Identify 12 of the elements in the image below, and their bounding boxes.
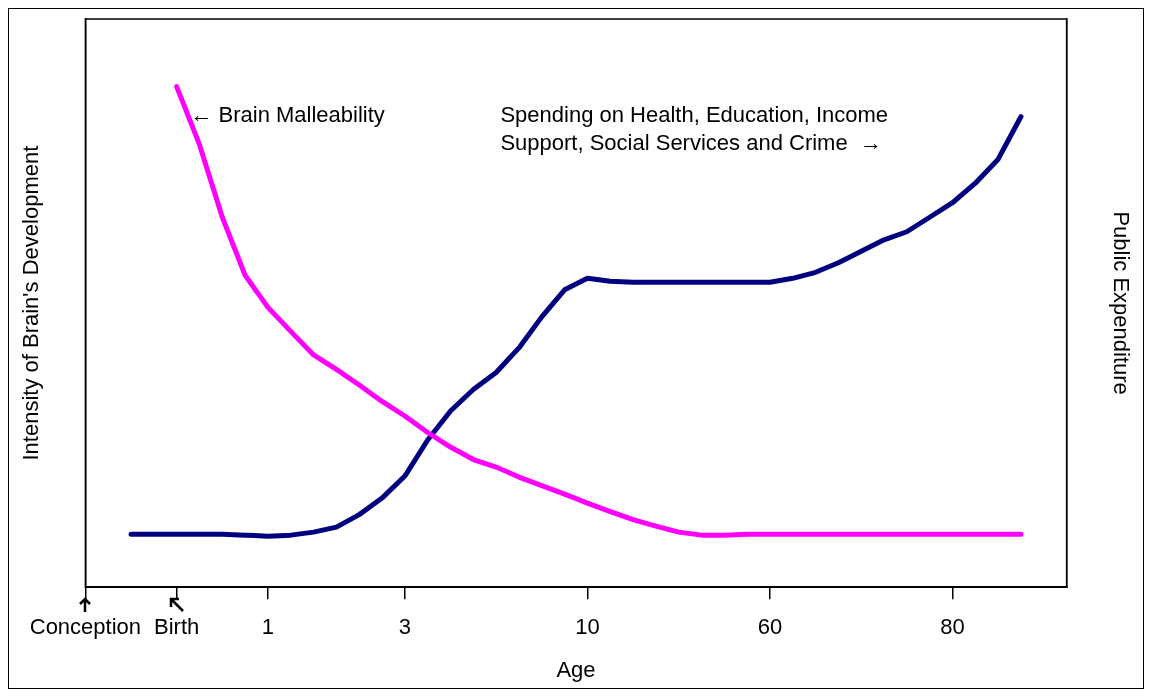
annotation: Spending on Health, Education, Income Support, Social Services and Crime → [500, 102, 889, 156]
x-tick-label: 60 [757, 614, 783, 640]
x-tick-label: 1 [261, 614, 275, 640]
x-tick-label: 80 [940, 614, 965, 640]
x-tick-label: 10 [575, 614, 600, 640]
x-axis-title: Age [556, 656, 596, 682]
annotation: ← Brain Malleability [190, 102, 385, 128]
y-axis-title: Intensity of Brain's Development [18, 145, 44, 461]
y2-axis-title: Public Expenditure [1108, 211, 1134, 395]
x-tick-label: Conception [29, 614, 142, 640]
x-tick-label: 3 [398, 614, 411, 640]
x-tick-label: Birth [154, 614, 200, 640]
